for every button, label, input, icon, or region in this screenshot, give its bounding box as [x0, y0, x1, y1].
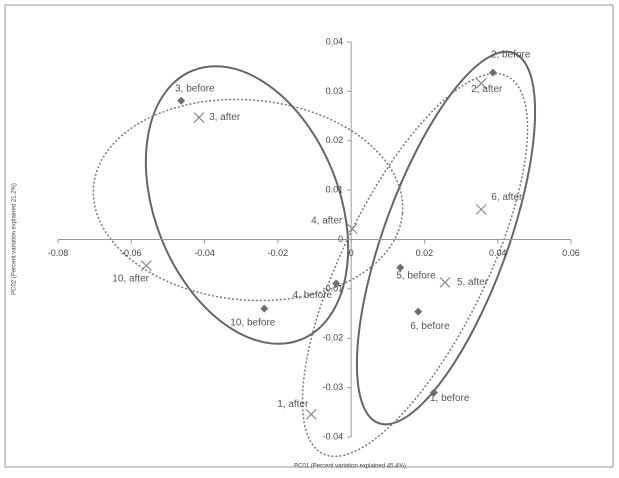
- point: [260, 304, 269, 313]
- y-tick-label: -0.03: [323, 382, 344, 392]
- point: [305, 408, 317, 420]
- y-tick-label: 0: [338, 234, 343, 244]
- x-tick-label: 0.02: [416, 248, 434, 258]
- x-tick-label: -0.04: [194, 248, 215, 258]
- point-label: 1, before: [430, 393, 470, 404]
- y-tick-label: -0.02: [323, 333, 344, 343]
- x-axis-label: PC01 (Percent variation explained 45.4%): [294, 464, 406, 470]
- point: [429, 388, 438, 397]
- ellipse: [301, 72, 529, 458]
- y-tick-label: -0.01: [323, 283, 344, 293]
- y-tick-label: 0.03: [326, 86, 344, 96]
- point-label: 10, after: [112, 273, 149, 284]
- point: [488, 68, 497, 77]
- frame: [4, 4, 614, 468]
- x-tick-label: -0.08: [48, 248, 69, 258]
- x-tick-label: 0: [349, 248, 354, 258]
- y-axis-label: PC02 (Percent variation explained 21.2%): [12, 183, 18, 295]
- point: [193, 112, 205, 123]
- x-tick-label: -0.06: [121, 248, 142, 258]
- point-label: 3, before: [175, 83, 215, 94]
- point-label: 1, after: [277, 399, 309, 410]
- y-tick-label: 0.01: [326, 185, 344, 195]
- ellipses: [92, 50, 537, 458]
- x-tick-label: 0.04: [489, 248, 507, 258]
- point-label: 4, before: [293, 290, 333, 301]
- point-label: 10, before: [230, 317, 275, 328]
- point: [414, 307, 423, 316]
- point: [439, 277, 451, 288]
- point-label: 4, after: [311, 215, 343, 226]
- point-label: 3, after: [209, 112, 241, 123]
- point: [475, 78, 487, 89]
- ellipse: [92, 98, 404, 302]
- point-label: 2, before: [491, 49, 531, 60]
- point-label: 6, before: [410, 321, 450, 332]
- y-tick-label: 0.02: [326, 135, 344, 145]
- y-tick-label: 0.04: [326, 36, 344, 46]
- point-label: 5, before: [396, 270, 436, 281]
- point: [140, 260, 152, 272]
- point-label: 5, after: [457, 277, 489, 288]
- point: [346, 223, 358, 235]
- x-tick-label: 0.06: [562, 248, 580, 258]
- point: [396, 263, 405, 272]
- point: [332, 279, 341, 288]
- ellipse: [355, 50, 537, 426]
- x-tick-label: -0.02: [268, 248, 289, 258]
- point-label: 6, after: [491, 192, 523, 203]
- point: [475, 203, 487, 215]
- point: [177, 96, 186, 105]
- y-tick-label: -0.04: [323, 431, 344, 441]
- point-label: 2, after: [471, 84, 503, 95]
